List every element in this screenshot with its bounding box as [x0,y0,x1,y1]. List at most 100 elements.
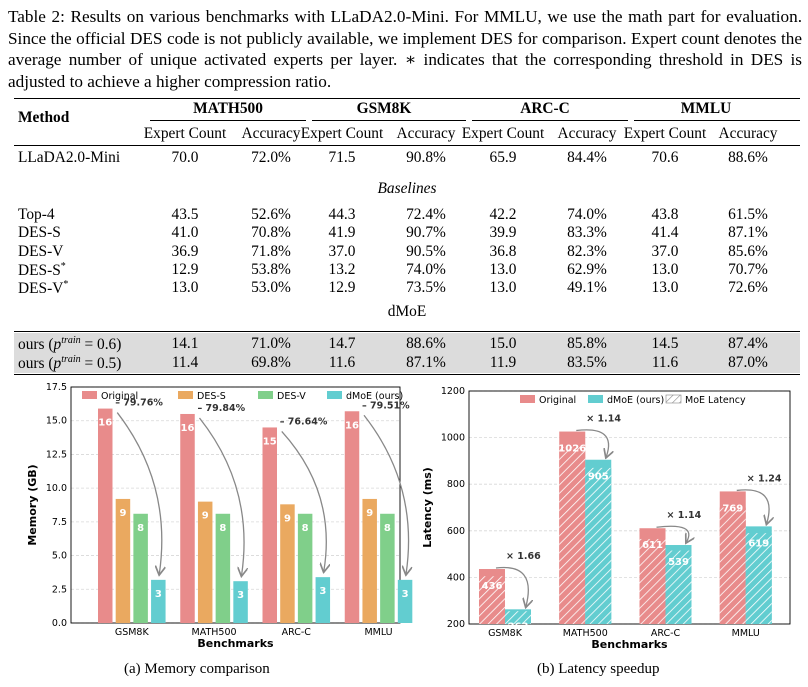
latency-bar-original [719,491,746,624]
latency-bar-ours [665,545,692,624]
subheader: Expert Count [300,125,384,142]
baseline-row-value: 74.0% [567,206,607,223]
baseline-row-value: 52.6% [251,206,291,223]
ours-row-shading [14,333,800,373]
group-header-math500: MATH500 [193,100,263,117]
y-axis-label: Latency (ms) [421,467,434,548]
memory-bar-label: 16 [345,420,359,431]
baseline-row-value: 37.0 [651,242,679,260]
ours-row-value: 11.6 [651,354,679,371]
base-row-value: 84.4% [567,149,607,166]
table-caption: Table 2: Results on various benchmarks w… [8,7,802,91]
y-tick-label: 7.5 [52,517,67,528]
y-tick-label: 12.5 [46,449,67,460]
memory-bar [197,501,213,623]
baseline-row-value: 90.7% [406,224,446,242]
x-tick-label: MMLU [732,628,760,639]
y-tick-label: 600 [447,526,465,537]
legend-label: DES-V [277,391,306,402]
baseline-row-value: 87.1% [728,224,768,242]
ours-row-value: 14.7 [328,335,356,352]
baseline-row-value: 73.5% [406,279,446,297]
base-row-value: 72.0% [251,149,291,166]
subheader: Accuracy [396,125,456,142]
baseline-row-value: 13.0 [489,260,517,278]
table-rule [14,374,800,376]
baseline-row-method: DES-V [18,242,64,260]
memory-bar [133,513,148,623]
reduction-arrow [281,431,327,571]
memory-bar [151,579,166,623]
method-header: Method [18,109,70,126]
latency-bar-ours [505,609,531,624]
legend-swatch [665,394,682,404]
legend-label: MoE Latency [685,395,746,406]
latency-bar-label: 619 [748,538,769,549]
base-row-value: 70.0 [171,149,199,166]
latency-bar-original [479,569,505,624]
ours-row-value: 11.6 [328,354,356,371]
baseline-row-value: 39.9 [489,224,517,242]
memory-bar [215,513,231,623]
baseline-row-method: Top-4 [18,206,55,223]
baseline-row-value: 43.5 [171,206,199,223]
moe-latency-ours [505,611,531,624]
ours-row-value: 14.5 [651,335,679,352]
baseline-row-value: 49.1% [567,279,607,297]
x-tick-label: GSM8K [115,627,150,638]
memory-bar-label: 9 [366,508,373,519]
y-tick-label: 1000 [441,433,465,444]
baseline-row-value: 53.8% [251,260,291,278]
reduction-annotation: – 76.64% [280,416,328,427]
ours-row-value: 88.6% [406,335,446,352]
baseline-row-value: 72.6% [728,279,768,297]
y-tick-label: 15.0 [46,416,67,427]
baseline-row-value: 13.0 [651,260,679,278]
ours-row-method: ours (ptrain = 0.6) [18,335,122,354]
legend-swatch [258,391,273,399]
x-tick-label: ARC-C [282,627,312,638]
memory-bar-label: 8 [302,523,309,534]
y-tick-label: 17.5 [46,382,67,393]
table-rule [472,120,628,121]
memory-bar-label: 15 [263,436,277,447]
baseline-row-value: 62.9% [567,260,607,278]
baseline-row-value: 61.5% [728,206,768,223]
memory-bar [233,581,248,623]
y-tick-label: 0.0 [52,618,67,629]
baseline-row-value: 53.0% [251,279,291,297]
latency-bar-label: 1026 [558,444,586,455]
moe-latency-original [639,538,666,624]
baseline-row-value: 83.3% [567,224,607,242]
reduction-arrow [363,414,409,574]
ours-row-value: 15.0 [489,335,517,352]
memory-bar-label: 3 [402,589,409,600]
baseline-row-value: 41.4 [651,224,679,242]
table-rule [14,98,800,100]
base-row-method: LLaDA2.0-Mini [18,149,121,166]
baseline-row-value: 72.4% [406,206,446,223]
speedup-arrow [736,489,769,524]
subheader: Expert Count [143,125,227,142]
latency-bar-label: 905 [588,472,609,483]
latency-bar-label: 436 [482,581,503,592]
latency-bar-label: 263 [508,621,529,632]
latency-chart-caption: (b) Latency speedup [537,661,660,677]
table-rule [150,120,306,121]
plot-frame [468,390,791,625]
x-tick-label: GSM8K [488,628,523,639]
baseline-row-value: 70.7% [728,260,768,278]
y-tick-label: 800 [447,479,465,490]
speedup-annotation: × 1.24 [747,473,782,484]
base-row-value: 65.9 [489,149,517,166]
base-row-value: 71.5 [328,149,356,166]
latency-bar-label: 611 [642,540,663,551]
y-tick-label: 2.5 [52,584,67,595]
legend-label: DES-S [197,391,226,402]
group-header-arc-c: ARC-C [520,100,570,117]
x-tick-label: ARC-C [651,628,681,639]
ours-row-value: 83.5% [567,354,607,371]
baseline-row-value: 13.0 [171,279,199,297]
legend-swatch [178,391,193,399]
baseline-row-method: DES-V* [18,279,69,298]
